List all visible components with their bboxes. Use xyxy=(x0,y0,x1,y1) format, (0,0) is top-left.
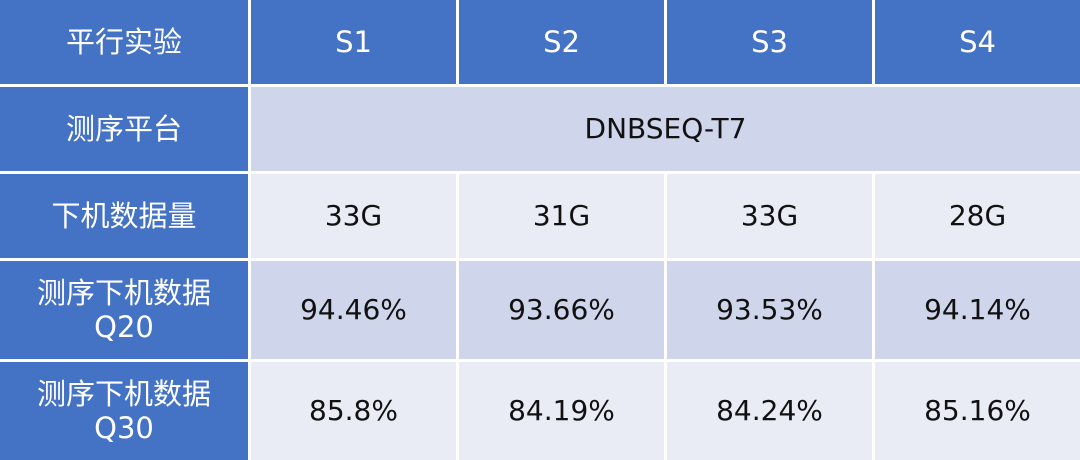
data-cell: 94.14% xyxy=(875,261,1080,359)
row-label: Q30 xyxy=(94,411,154,445)
cell-text: 31G xyxy=(532,199,591,232)
header-cell: 平行实验 xyxy=(0,0,248,84)
cell-text: 84.19% xyxy=(508,394,615,427)
data-cell: 94.46% xyxy=(251,261,456,359)
row-label: 测序下机数据 xyxy=(36,276,211,310)
header-cell: S2 xyxy=(459,0,664,84)
row-label: 下机数据量 xyxy=(51,199,197,233)
header-cell: S3 xyxy=(667,0,872,84)
cell-text: 84.24% xyxy=(716,394,823,427)
header-text: S2 xyxy=(543,25,580,59)
header-cell: S4 xyxy=(875,0,1080,84)
cell-text: 94.14% xyxy=(924,293,1031,326)
cell-text: DNBSEQ-T7 xyxy=(584,112,747,145)
cell-text: 85.8% xyxy=(309,394,398,427)
cell-text: 93.53% xyxy=(716,293,823,326)
row-label-cell: 测序平台 xyxy=(0,87,248,171)
data-cell: 93.66% xyxy=(459,261,664,359)
data-cell: 93.53% xyxy=(667,261,872,359)
cell-text: 33G xyxy=(324,199,383,232)
header-text: 平行实验 xyxy=(65,25,182,59)
row-label: 测序下机数据 xyxy=(36,377,211,411)
data-cell: 31G xyxy=(459,174,664,258)
header-cell: S1 xyxy=(251,0,456,84)
row-label: Q20 xyxy=(94,310,154,344)
data-cell: 33G xyxy=(667,174,872,258)
cell-text: 33G xyxy=(740,199,799,232)
cell-text: 94.46% xyxy=(300,293,407,326)
data-cell: 33G xyxy=(251,174,456,258)
row-label-cell: 下机数据量 xyxy=(0,174,248,258)
row-label-cell: 测序下机数据 Q30 xyxy=(0,362,248,460)
data-cell: 84.19% xyxy=(459,362,664,460)
data-cell: 85.8% xyxy=(251,362,456,460)
row-label: 测序平台 xyxy=(65,112,182,146)
row-label-cell: 测序下机数据 Q20 xyxy=(0,261,248,359)
data-cell: 84.24% xyxy=(667,362,872,460)
data-cell: DNBSEQ-T7 xyxy=(251,87,1080,171)
cell-text: 85.16% xyxy=(924,394,1031,427)
cell-text: 93.66% xyxy=(508,293,615,326)
cell-text: 28G xyxy=(948,199,1007,232)
header-text: S1 xyxy=(335,25,372,59)
header-text: S3 xyxy=(751,25,788,59)
header-text: S4 xyxy=(959,25,996,59)
data-cell: 85.16% xyxy=(875,362,1080,460)
data-cell: 28G xyxy=(875,174,1080,258)
